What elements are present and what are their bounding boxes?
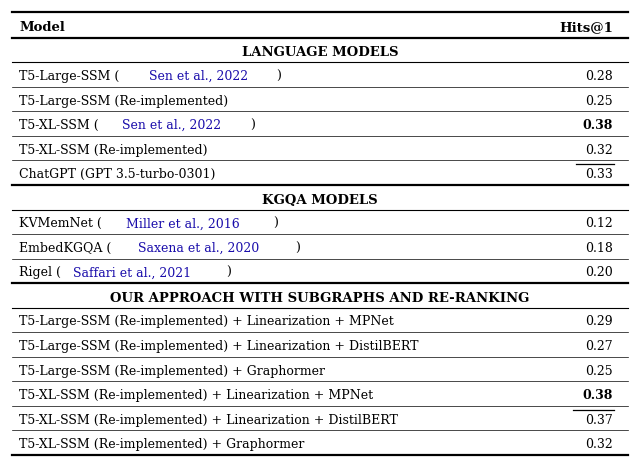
Text: Model: Model — [19, 21, 65, 34]
Text: 0.29: 0.29 — [586, 315, 613, 329]
Text: 0.20: 0.20 — [586, 266, 613, 279]
Text: T5-Large-SSM (: T5-Large-SSM ( — [19, 70, 120, 83]
Text: T5-Large-SSM (Re-implemented) + Linearization + MPNet: T5-Large-SSM (Re-implemented) + Lineariz… — [19, 315, 394, 329]
Text: T5-Large-SSM (Re-implemented) + Linearization + DistilBERT: T5-Large-SSM (Re-implemented) + Lineariz… — [19, 340, 419, 353]
Text: LANGUAGE MODELS: LANGUAGE MODELS — [242, 46, 398, 59]
Text: ): ) — [295, 242, 300, 255]
Text: ChatGPT (GPT 3.5-turbo-0301): ChatGPT (GPT 3.5-turbo-0301) — [19, 168, 216, 181]
Text: ): ) — [273, 217, 278, 230]
Text: Saxena et al., 2020: Saxena et al., 2020 — [138, 242, 260, 255]
Text: 0.18: 0.18 — [585, 242, 613, 255]
Text: EmbedKGQA (: EmbedKGQA ( — [19, 242, 111, 255]
Text: T5-XL-SSM (Re-implemented): T5-XL-SSM (Re-implemented) — [19, 143, 208, 157]
Text: Miller et al., 2016: Miller et al., 2016 — [126, 217, 240, 230]
Text: 0.32: 0.32 — [586, 143, 613, 157]
Text: 0.32: 0.32 — [586, 438, 613, 451]
Text: ): ) — [226, 266, 230, 279]
Text: Sen et al., 2022: Sen et al., 2022 — [148, 70, 248, 83]
Text: Sen et al., 2022: Sen et al., 2022 — [122, 119, 221, 132]
Text: Hits@1: Hits@1 — [559, 21, 613, 34]
Text: OUR APPROACH WITH SUBGRAPHS AND RE-RANKING: OUR APPROACH WITH SUBGRAPHS AND RE-RANKI… — [110, 292, 530, 305]
Text: T5-Large-SSM (Re-implemented): T5-Large-SSM (Re-implemented) — [19, 94, 228, 108]
Text: 0.27: 0.27 — [586, 340, 613, 353]
Text: T5-XL-SSM (Re-implemented) + Linearization + MPNet: T5-XL-SSM (Re-implemented) + Linearizati… — [19, 389, 373, 402]
Text: KGQA MODELS: KGQA MODELS — [262, 194, 378, 207]
Text: Rigel (: Rigel ( — [19, 266, 61, 279]
Text: T5-XL-SSM (Re-implemented) + Linearization + DistilBERT: T5-XL-SSM (Re-implemented) + Linearizati… — [19, 413, 398, 427]
Text: 0.37: 0.37 — [586, 413, 613, 427]
Text: 0.25: 0.25 — [586, 94, 613, 108]
Text: ): ) — [250, 119, 255, 132]
Text: 0.12: 0.12 — [586, 217, 613, 230]
Text: T5-XL-SSM (Re-implemented) + Graphormer: T5-XL-SSM (Re-implemented) + Graphormer — [19, 438, 305, 451]
Text: T5-Large-SSM (Re-implemented) + Graphormer: T5-Large-SSM (Re-implemented) + Graphorm… — [19, 364, 325, 378]
Text: 0.33: 0.33 — [585, 168, 613, 181]
Text: T5-XL-SSM (: T5-XL-SSM ( — [19, 119, 99, 132]
Text: KVMemNet (: KVMemNet ( — [19, 217, 102, 230]
Text: 0.38: 0.38 — [583, 119, 613, 132]
Text: ): ) — [276, 70, 282, 83]
Text: 0.25: 0.25 — [586, 364, 613, 378]
Text: 0.28: 0.28 — [586, 70, 613, 83]
Text: 0.38: 0.38 — [583, 389, 613, 402]
Text: Saffari et al., 2021: Saffari et al., 2021 — [74, 266, 191, 279]
